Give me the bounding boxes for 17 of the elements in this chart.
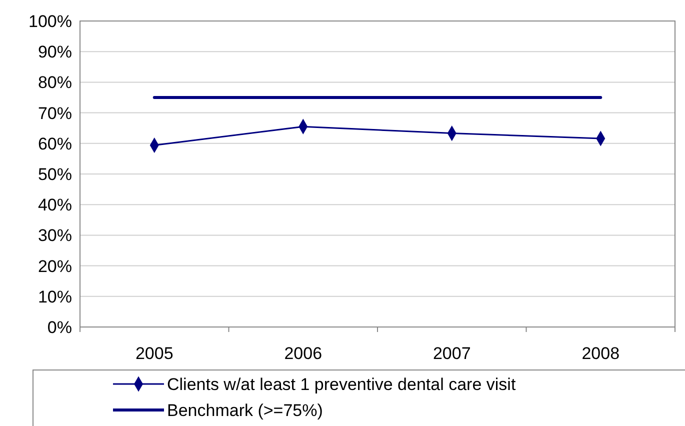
y-tick-label: 50% xyxy=(38,164,72,184)
x-tick-label: 2006 xyxy=(284,344,322,363)
y-tick-label: 30% xyxy=(38,226,72,246)
y-tick-label: 90% xyxy=(38,42,72,62)
y-tick-label: 0% xyxy=(47,318,72,337)
x-tick-label: 2005 xyxy=(135,344,174,363)
y-tick-label: 80% xyxy=(38,73,72,92)
x-tick-label: 2008 xyxy=(582,344,620,363)
legend-label: Benchmark (>=75%) xyxy=(167,400,323,420)
y-tick-label: 10% xyxy=(38,287,72,306)
x-tick-label: 2007 xyxy=(432,344,471,363)
y-tick-label: 20% xyxy=(38,256,72,276)
y-tick-label: 40% xyxy=(38,196,72,215)
legend-label: Clients w/at least 1 preventive dental care visit xyxy=(167,374,516,394)
y-tick-label: 70% xyxy=(38,104,72,123)
y-tick-label: 60% xyxy=(38,134,72,154)
y-tick-label: 100% xyxy=(28,12,72,31)
